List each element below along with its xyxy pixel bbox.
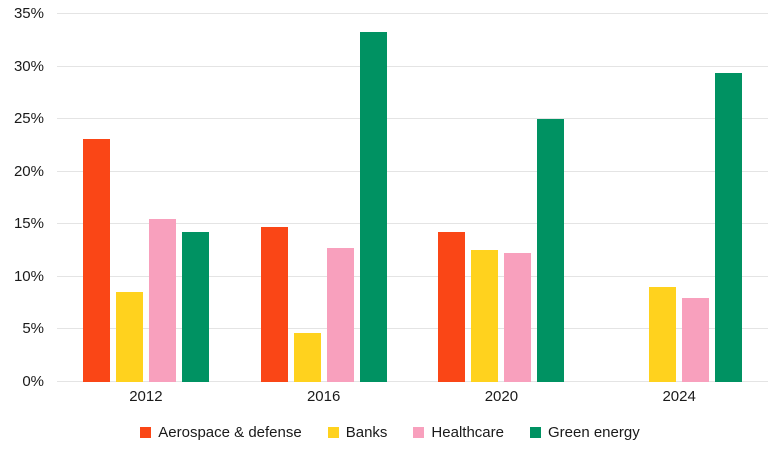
bar-banks-2016[interactable]	[293, 332, 321, 382]
y-axis-label-25: 25%	[13, 110, 44, 128]
bar-healthcare-2012[interactable]	[148, 219, 176, 382]
gridline-25	[57, 118, 768, 120]
legend-label-healthcare: Healthcare	[431, 424, 504, 441]
bar-green-energy-2024[interactable]	[715, 72, 743, 382]
bar-healthcare-2024[interactable]	[682, 297, 710, 382]
y-axis-label-15: 15%	[13, 215, 44, 233]
bar-group-2012	[57, 14, 235, 382]
legend-swatch-green-energy	[529, 427, 541, 438]
bar-green-energy-2020[interactable]	[537, 119, 565, 382]
legend-label-green-energy: Green energy	[547, 424, 640, 441]
x-axis-label-2012: 2012	[129, 388, 163, 405]
y-axis-label-0: 0%	[22, 373, 44, 390]
bar-healthcare-2020[interactable]	[504, 252, 532, 382]
gridline-10	[57, 275, 768, 277]
bar-banks-2020[interactable]	[471, 249, 499, 382]
bar-aerospace-defense-2012[interactable]	[82, 139, 110, 382]
bar-group-2024	[590, 14, 768, 382]
bars-container	[57, 14, 768, 382]
x-axis-label-2020: 2020	[484, 388, 519, 405]
x-axis-label-2016: 2016	[306, 388, 341, 405]
plot-area	[57, 13, 768, 382]
x-axis: 2012 2016 2020 2024	[57, 388, 768, 410]
y-axis-label-20: 20%	[13, 162, 44, 180]
legend-item-banks[interactable]: Banks	[327, 424, 388, 441]
bar-green-energy-2016[interactable]	[359, 31, 387, 382]
gridline-5	[57, 328, 768, 330]
legend-item-healthcare[interactable]: Healthcare	[413, 424, 504, 441]
bar-green-energy-2012[interactable]	[181, 231, 209, 382]
bar-healthcare-2016[interactable]	[326, 248, 354, 382]
bar-aerospace-defense-2020[interactable]	[438, 231, 466, 382]
y-axis-label-30: 30%	[13, 57, 44, 75]
bar-aerospace-defense-2016[interactable]	[260, 227, 288, 382]
bar-group-2016	[235, 14, 413, 382]
gridline-0	[57, 381, 768, 382]
legend-swatch-healthcare	[413, 427, 425, 438]
y-axis-label-5: 5%	[22, 320, 44, 338]
bar-group-2020	[413, 14, 591, 382]
y-axis-label-10: 10%	[13, 267, 44, 285]
legend-swatch-aerospace-defense	[140, 427, 152, 438]
gridline-15	[57, 223, 768, 225]
bar-banks-2024[interactable]	[649, 287, 677, 382]
bar-banks-2012[interactable]	[115, 291, 143, 382]
x-axis-label-2024: 2024	[662, 388, 696, 405]
legend-item-green-energy[interactable]: Green energy	[529, 424, 640, 441]
gridline-35	[57, 13, 768, 14]
legend: Aerospace & defense Banks Healthcare Green …	[0, 424, 780, 441]
legend-item-aerospace-defense[interactable]: Aerospace & defense	[140, 424, 302, 441]
legend-label-aerospace-defense: Aerospace & defense	[158, 424, 302, 441]
gridline-30	[57, 65, 768, 67]
legend-swatch-banks	[327, 427, 339, 438]
y-axis-label-35: 35%	[13, 5, 44, 22]
gridline-20	[57, 170, 768, 172]
legend-label-banks: Banks	[345, 424, 388, 441]
